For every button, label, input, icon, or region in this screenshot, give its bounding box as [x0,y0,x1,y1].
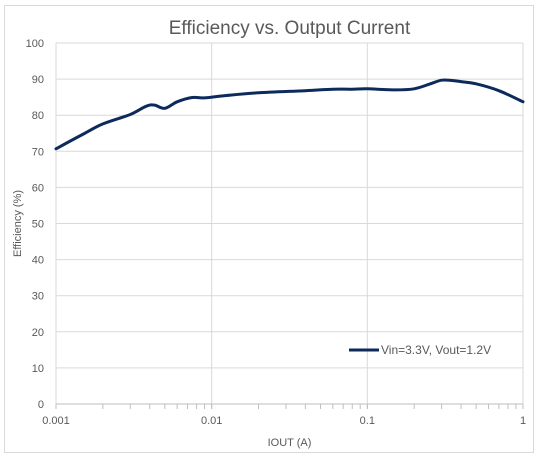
chart-title: Efficiency vs. Output Current [169,18,411,39]
y-tick-label: 100 [26,38,44,50]
x-tick-label: 0.01 [201,415,222,427]
legend: Vin=3.3V, Vout=1.2V [349,343,491,357]
legend-entry: Vin=3.3V, Vout=1.2V [381,343,491,357]
y-tick-label: 70 [32,146,44,158]
y-tick-label: 20 [32,327,44,339]
x-tick-label: 1 [520,415,526,427]
y-tick-label: 60 [32,182,44,194]
efficiency-chart: Efficiency vs. Output Current 0 10 20 30 40 5… [12,18,526,449]
x-tick-label: 0.1 [360,415,375,427]
y-tick-label: 40 [32,255,44,267]
y-tick-label: 50 [32,219,44,231]
y-tick-label: 10 [32,363,44,375]
x-tick-label: 0.001 [42,415,70,427]
y-tick-label: 30 [32,291,44,303]
y-tick-label: 0 [38,399,44,411]
y-axis-label: Efficiency (%) [12,190,24,257]
y-tick-label: 80 [32,110,44,122]
y-tick-label: 90 [32,74,44,86]
x-axis-label: IOUT (A) [268,437,312,449]
chart-frame: Efficiency vs. Output Current 0 10 20 30 40 5… [4,5,534,453]
series-line [54,78,525,151]
